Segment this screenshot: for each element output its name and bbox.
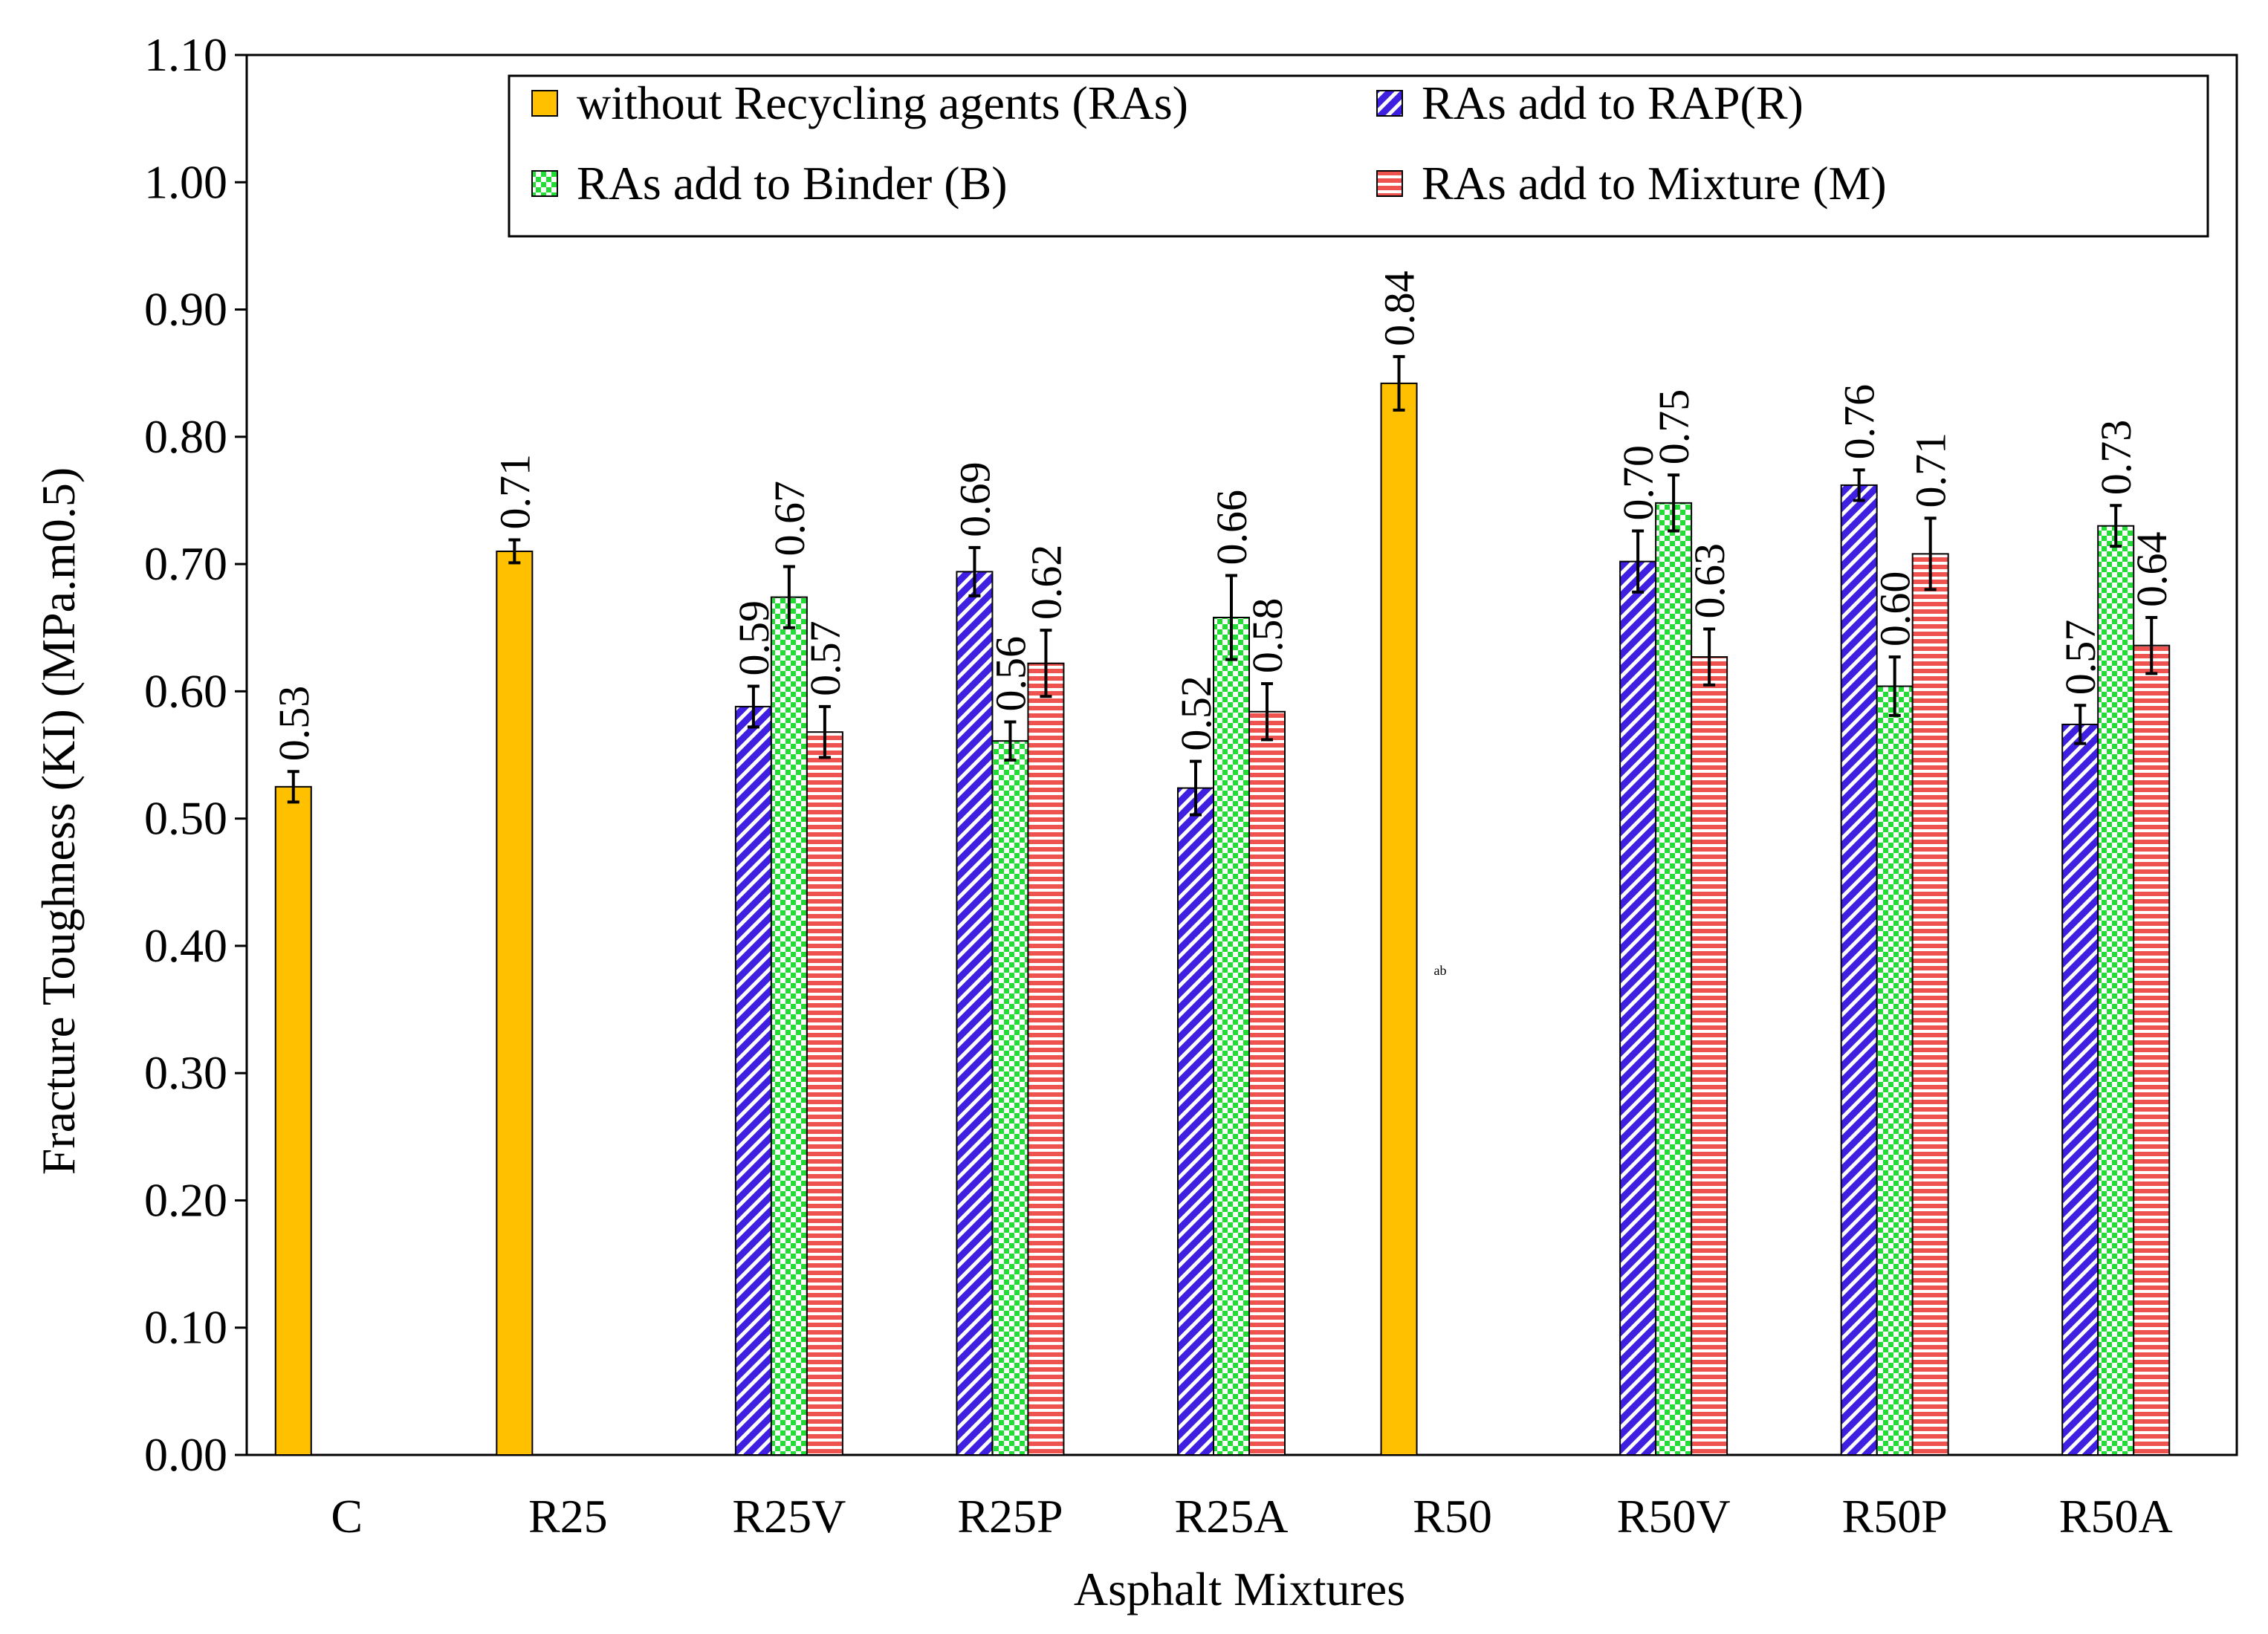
x-category-label: C	[331, 1490, 363, 1543]
x-category-label: R50P	[1842, 1490, 1948, 1543]
y-axis-title: Fracture Toughness (KI) (MPa.m0.5)	[32, 467, 85, 1175]
bar-rap	[734, 705, 772, 1456]
y-tick-label: 0.20	[144, 1173, 227, 1226]
bar-rap	[2061, 723, 2099, 1456]
y-tick-label: 1.10	[144, 28, 227, 81]
y-tick-label: 1.00	[144, 155, 227, 208]
x-category-label: R25P	[957, 1490, 1063, 1543]
bar-none	[1380, 382, 1418, 1456]
data-label: 0.69	[950, 461, 999, 537]
data-label: 0.62	[1022, 545, 1070, 620]
data-label: 0.76	[1836, 384, 1884, 460]
stray-annotation: ab	[1434, 963, 1447, 978]
legend: without Recycling agents (RAs) RAs add to…	[508, 74, 2209, 238]
data-label: 0.70	[1614, 445, 1662, 521]
x-category-label: R25A	[1175, 1490, 1289, 1543]
legend-label-binder: RAs add to Binder (B)	[577, 157, 1008, 210]
y-tick-label: 0.50	[144, 792, 227, 845]
y-tick-label: 0.00	[144, 1428, 227, 1481]
y-tick-label: 0.80	[144, 410, 227, 463]
data-label: 0.59	[730, 600, 778, 676]
y-tick-label: 0.30	[144, 1046, 227, 1099]
legend-swatch-rap	[1376, 90, 1403, 117]
data-label: 0.60	[1871, 571, 1919, 647]
bar-binder	[1876, 685, 1914, 1456]
data-label: 0.71	[490, 454, 539, 530]
y-tick-label: 0.10	[144, 1301, 227, 1354]
data-label: 0.63	[1685, 543, 1734, 619]
bar-binder	[1213, 617, 1250, 1456]
legend-swatch-none	[531, 90, 558, 117]
legend-swatch-mixture	[1376, 170, 1403, 197]
bar-binder	[1655, 502, 1693, 1456]
y-tick-label: 0.60	[144, 664, 227, 717]
data-label: 0.56	[986, 636, 1034, 712]
data-label: 0.52	[1172, 675, 1220, 751]
bar-binder	[2097, 525, 2135, 1456]
legend-box	[508, 74, 2209, 238]
y-tick-label: 0.70	[144, 537, 227, 590]
x-category-label: R50A	[2059, 1490, 2173, 1543]
bar-rap	[1619, 560, 1657, 1456]
x-category-label: R50	[1413, 1490, 1492, 1543]
data-label: 0.71	[1907, 432, 1955, 508]
bar-none	[496, 550, 534, 1456]
data-label: 0.66	[1208, 490, 1256, 565]
bar-mixture	[1248, 710, 1286, 1456]
legend-swatch-binder	[531, 170, 558, 197]
bar-none	[274, 785, 312, 1456]
data-label: 0.84	[1376, 270, 1424, 346]
legend-label-mixture: RAs add to Mixture (M)	[1422, 157, 1887, 210]
x-axis-title: Asphalt Mixtures	[1074, 1563, 1405, 1615]
bar-rap	[1177, 787, 1214, 1456]
bar-mixture	[806, 731, 843, 1456]
data-label: 0.64	[2128, 532, 2176, 608]
data-label: 0.58	[1243, 598, 1292, 674]
bar-mixture	[2133, 644, 2171, 1456]
legend-label-rap: RAs add to RAP(R)	[1422, 77, 1804, 129]
x-category-label: R25V	[732, 1490, 846, 1543]
data-label: 0.73	[2092, 420, 2140, 496]
x-category-label: R50V	[1617, 1490, 1731, 1543]
bar-mixture	[1027, 662, 1065, 1456]
bar-mixture	[1691, 656, 1728, 1456]
y-tick-label: 0.40	[144, 919, 227, 972]
bar-rap	[1840, 484, 1878, 1456]
data-label: 0.57	[2056, 620, 2105, 696]
data-label: 0.57	[801, 620, 849, 696]
data-label: 0.75	[1650, 389, 1698, 465]
legend-label-none: without Recycling agents (RAs)	[577, 77, 1188, 129]
bar-binder	[770, 596, 808, 1456]
x-category-label: R25	[528, 1490, 608, 1543]
bar-binder	[991, 740, 1029, 1456]
y-tick-label: 0.90	[144, 283, 227, 336]
bar-mixture	[1911, 553, 1949, 1456]
data-label: 0.67	[765, 481, 814, 557]
data-label: 0.53	[270, 686, 318, 762]
